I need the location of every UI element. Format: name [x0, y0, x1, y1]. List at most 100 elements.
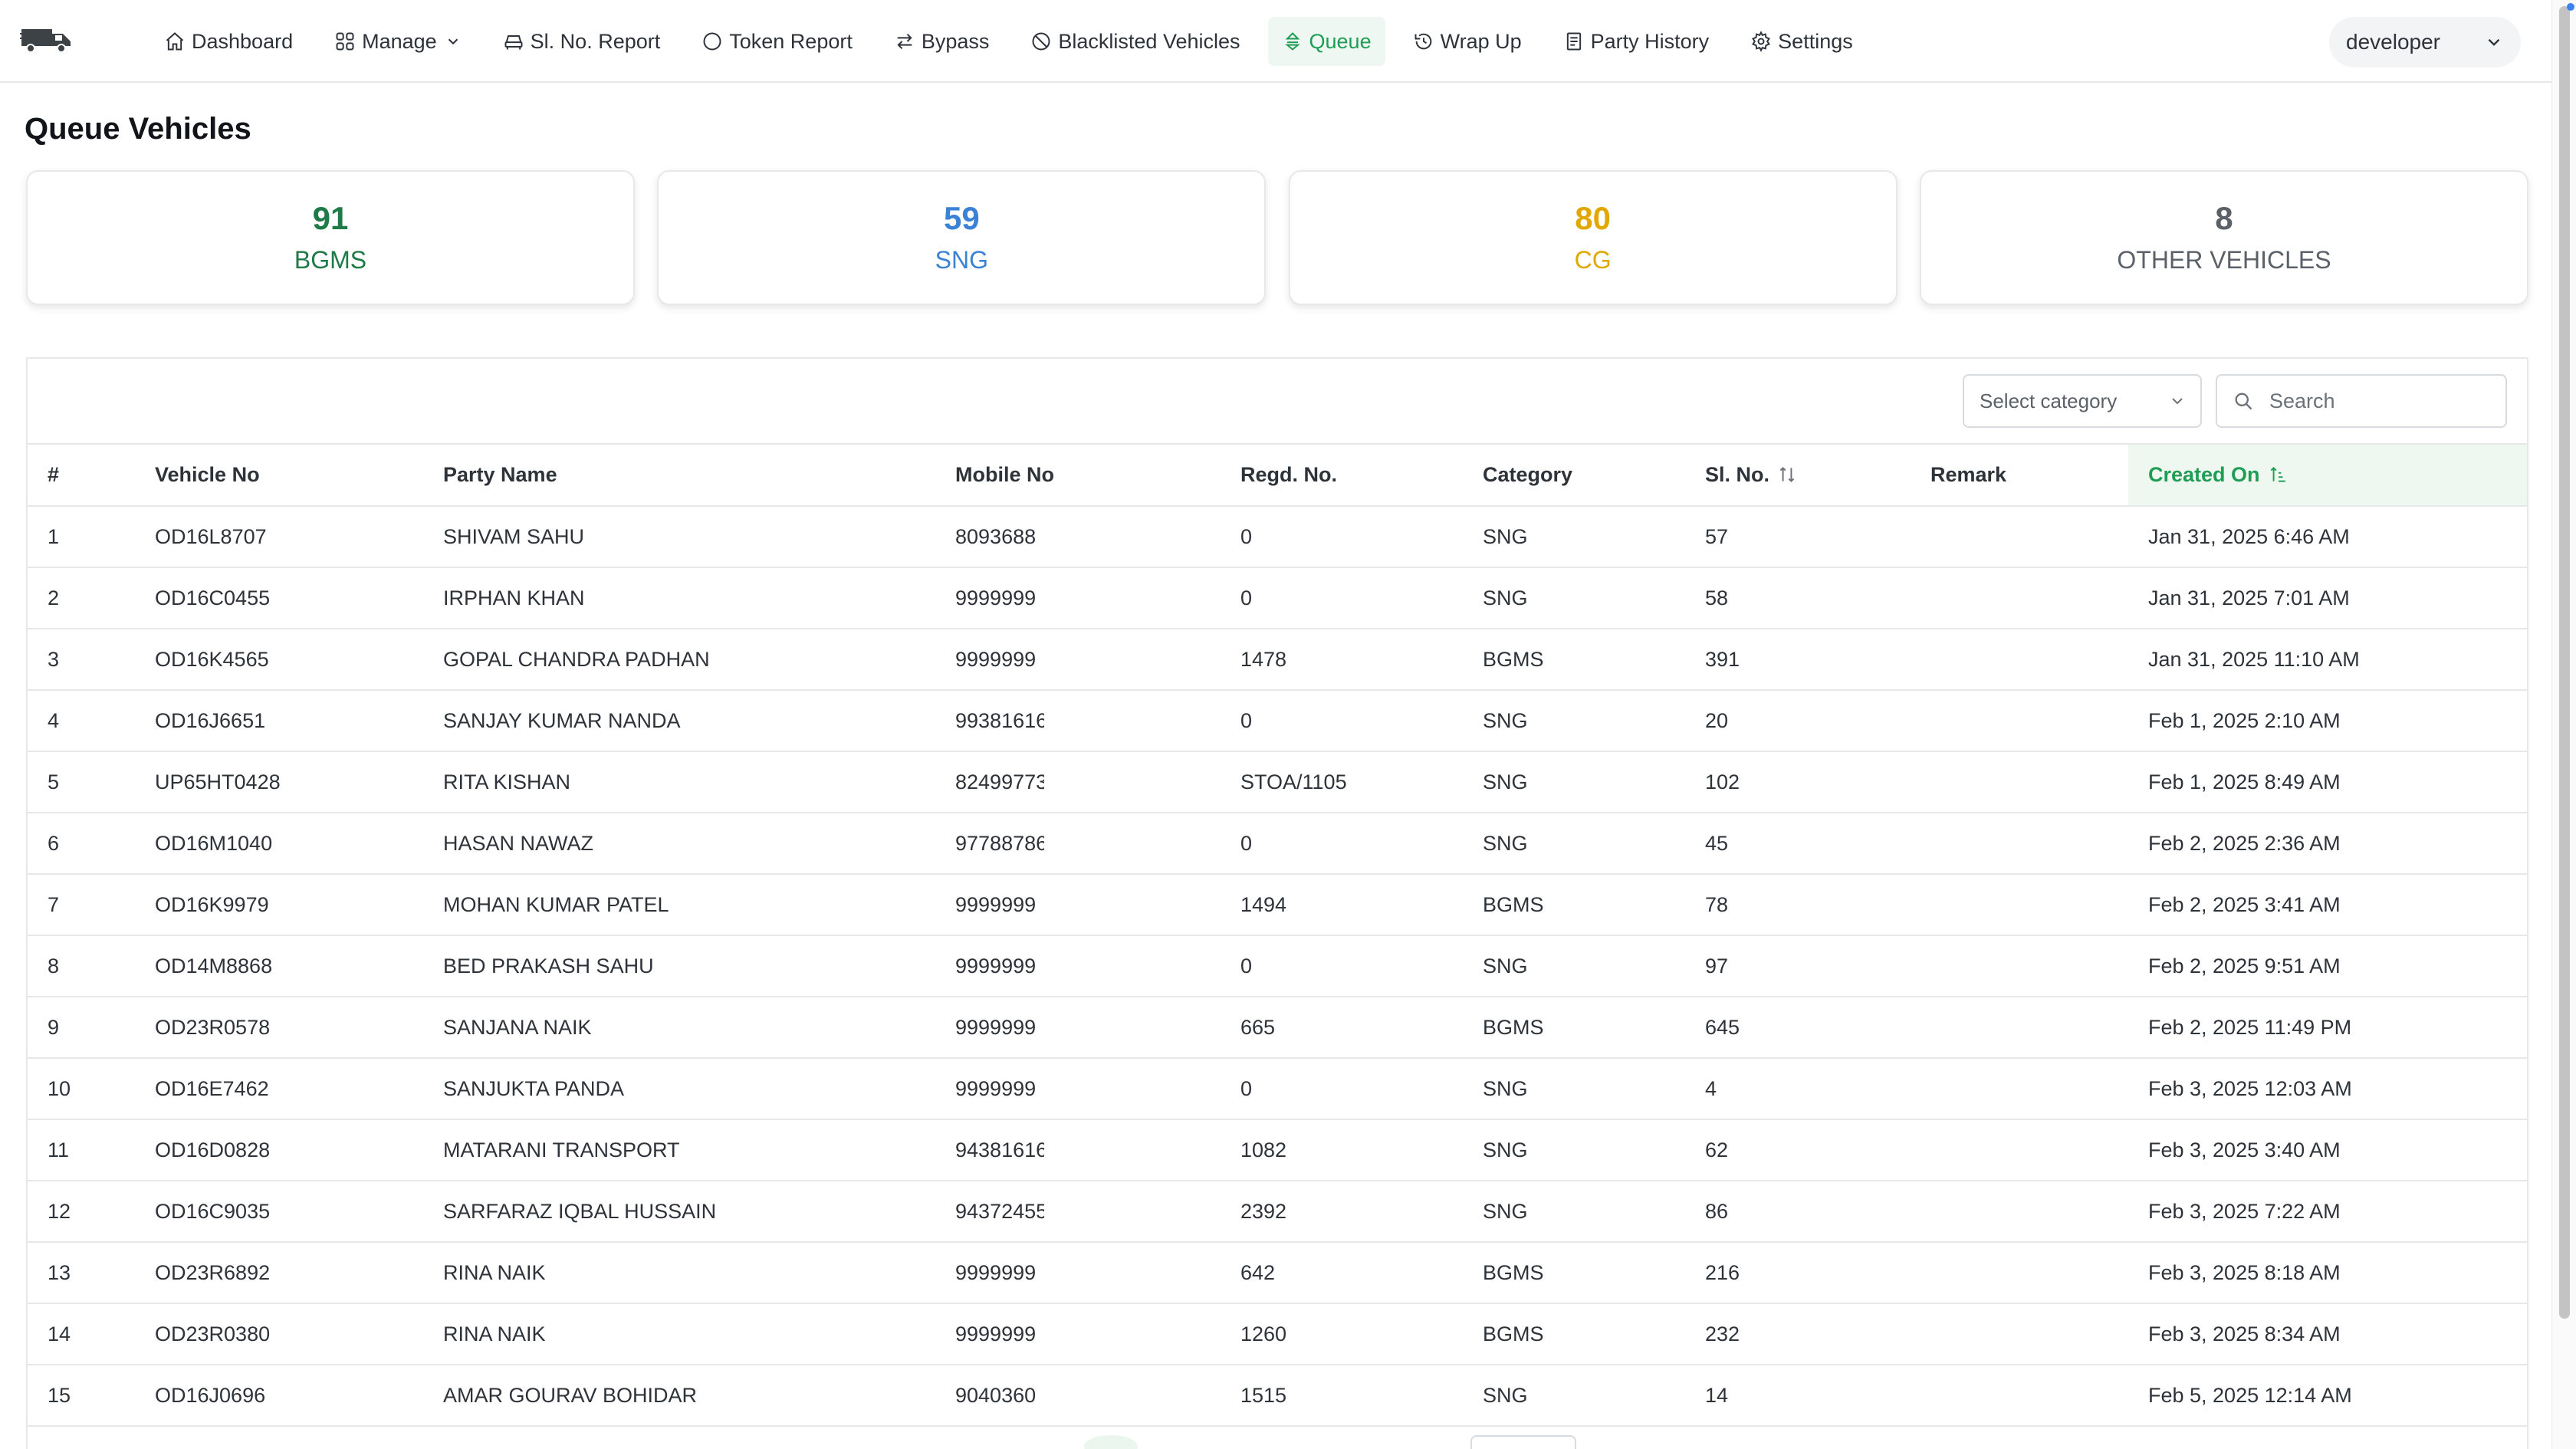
cell-vehicle-no: OD23R6892 — [155, 1242, 443, 1304]
table-row[interactable]: 9 OD23R0578 SANJANA NAIK 9999999 665 BGMS 645 F… — [28, 997, 2527, 1059]
cell-created-on: Jan 31, 2025 11:10 AM — [2128, 629, 2527, 691]
user-menu-dropdown[interactable]: developer — [2329, 17, 2521, 67]
cell-category: SNG — [1483, 751, 1705, 813]
stat-label: CG — [1574, 246, 1612, 274]
cell-created-on: Jan 31, 2025 7:01 AM — [2128, 567, 2527, 629]
truck-logo-icon[interactable] — [20, 25, 77, 55]
cell-remark — [1930, 813, 2128, 875]
cell-regd-no: 1494 — [1240, 874, 1483, 936]
table-row[interactable]: 11 OD16D0828 MATARANI TRANSPORT 94381616 108… — [28, 1119, 2527, 1181]
table-row[interactable]: 15 OD16J0696 AMAR GOURAV BOHIDAR 9040360 151… — [28, 1365, 2527, 1427]
table-row[interactable]: 1 OD16L8707 SHIVAM SAHU 8093688 0 SNG 57 Jan 31… — [28, 506, 2527, 568]
stat-card-other-vehicles[interactable]: 8 OTHER VEHICLES — [1919, 170, 2528, 305]
chevron-down-icon — [2172, 398, 2183, 405]
column-header-vehicle-no[interactable]: Vehicle No — [155, 445, 443, 507]
nav-blacklisted-vehicles[interactable]: Blacklisted Vehicles — [1017, 17, 1254, 66]
cell-index: 5 — [28, 751, 155, 813]
table-row[interactable]: 12 OD16C9035 SARFARAZ IQBAL HUSSAIN 9437245… — [28, 1181, 2527, 1243]
search-input[interactable] — [2269, 389, 2499, 413]
column-header-category[interactable]: Category — [1483, 445, 1705, 507]
cell-remark — [1930, 1119, 2128, 1181]
cell-mobile-no-text: 9999999 — [955, 1260, 1037, 1284]
column-header-sl-no[interactable]: Sl. No. — [1705, 445, 1930, 507]
nav-blacklisted-vehicles-label: Blacklisted Vehicles — [1058, 29, 1240, 53]
cell-remark — [1930, 997, 2128, 1059]
cell-regd-no: 1478 — [1240, 629, 1483, 691]
stat-card-sng[interactable]: 59 SNG — [657, 170, 1267, 305]
column-header-created-on[interactable]: Created On — [2128, 445, 2527, 507]
page-size-select[interactable] — [1470, 1435, 1576, 1449]
table-row[interactable]: 14 OD23R0380 RINA NAIK 9999999 1260 BGMS 232 Fe… — [28, 1303, 2527, 1365]
column-header-remark[interactable]: Remark — [1930, 445, 2128, 507]
cell-vehicle-no: OD16C9035 — [155, 1181, 443, 1243]
table-row[interactable]: 13 OD23R6892 RINA NAIK 9999999 642 BGMS 216 Feb… — [28, 1242, 2527, 1304]
cell-index: 11 — [28, 1119, 155, 1181]
cell-sl-no: 86 — [1705, 1181, 1930, 1243]
nav-settings[interactable]: Settings — [1737, 17, 1867, 66]
cell-created-on: Feb 2, 2025 11:49 PM — [2128, 997, 2527, 1059]
column-header-mobile-no[interactable]: Mobile No — [955, 445, 1240, 507]
search-box[interactable] — [2216, 374, 2507, 428]
table-row[interactable]: 2 OD16C0455 IRPHAN KHAN 9999999 0 SNG 58 Jan 31… — [28, 567, 2527, 629]
cell-sl-no: 57 — [1705, 506, 1930, 568]
cell-vehicle-no: OD14M8868 — [155, 935, 443, 997]
cell-mobile-no: 99381616 — [955, 690, 1240, 752]
page-scrollbar[interactable] — [2551, 0, 2576, 1449]
nav-sl-no-report[interactable]: Sl. No. Report — [489, 17, 675, 66]
table-row[interactable]: 4 OD16J6651 SANJAY KUMAR NANDA 99381616 0 SNG… — [28, 690, 2527, 752]
nav-token-report[interactable]: Token Report — [688, 17, 866, 66]
cell-regd-no: 0 — [1240, 813, 1483, 875]
cell-mobile-no: 9999999 — [955, 1242, 1240, 1304]
column-header-created-on-label: Created On — [2148, 463, 2260, 486]
cell-mobile-no: 9999999 — [955, 874, 1240, 936]
cell-created-on: Feb 5, 2025 12:14 AM — [2128, 1365, 2527, 1427]
cell-regd-no: 665 — [1240, 997, 1483, 1059]
cell-sl-no: 4 — [1705, 1058, 1930, 1120]
cell-sl-no: 62 — [1705, 1119, 1930, 1181]
nav-bypass[interactable]: Bypass — [880, 17, 1004, 66]
table-row[interactable]: 5 UP65HT0428 RITA KISHAN 82499773 STOA/1105 S… — [28, 751, 2527, 813]
cell-category: SNG — [1483, 1119, 1705, 1181]
table-row[interactable]: 7 OD16K9979 MOHAN KUMAR PATEL 9999999 1494 BG… — [28, 874, 2527, 936]
cell-category: SNG — [1483, 1058, 1705, 1120]
nav-dashboard[interactable]: Dashboard — [150, 17, 307, 66]
nav-wrap-up[interactable]: Wrap Up — [1399, 17, 1536, 66]
cell-sl-no: 45 — [1705, 813, 1930, 875]
grid-icon — [336, 32, 354, 51]
stat-card-bgms[interactable]: 91 BGMS — [26, 170, 635, 305]
cell-sl-no: 58 — [1705, 567, 1930, 629]
column-header-party-name[interactable]: Party Name — [443, 445, 955, 507]
cell-created-on: Jan 31, 2025 6:46 AM — [2128, 506, 2527, 568]
cell-created-on: Feb 3, 2025 7:22 AM — [2128, 1181, 2527, 1243]
nav-wrap-up-label: Wrap Up — [1440, 29, 1522, 53]
cell-index: 15 — [28, 1365, 155, 1427]
sort-icon[interactable] — [1777, 465, 1797, 485]
pagination-active-page[interactable] — [1084, 1435, 1138, 1449]
cell-mobile-no-text: 8093688 — [955, 524, 1037, 548]
table-row[interactable]: 6 OD16M1040 HASAN NAWAZ 97788786 0 SNG 45 Feb 2… — [28, 813, 2527, 875]
nav-token-report-label: Token Report — [729, 29, 853, 53]
sort-ascending-icon[interactable] — [2268, 465, 2288, 485]
stat-card-cg[interactable]: 80 CG — [1288, 170, 1898, 305]
category-select[interactable]: Select category — [1963, 374, 2202, 428]
car-icon — [504, 35, 523, 50]
table-row[interactable]: 8 OD14M8868 BED PRAKASH SAHU 9999999 0 SNG 97 F… — [28, 935, 2527, 997]
queue-icon — [1284, 32, 1300, 51]
column-header-regd-no[interactable]: Regd. No. — [1240, 445, 1483, 507]
cell-created-on: Feb 3, 2025 12:03 AM — [2128, 1058, 2527, 1120]
nav-manage[interactable]: Manage — [320, 17, 475, 66]
cell-party-name: BED PRAKASH SAHU — [443, 935, 955, 997]
scrollbar-thumb[interactable] — [2559, 6, 2570, 1319]
ban-icon — [1032, 32, 1050, 51]
table-toolbar: Select category — [28, 359, 2527, 445]
nav-queue[interactable]: Queue — [1267, 17, 1385, 66]
cell-mobile-no-text: 82499773 — [955, 770, 1044, 794]
table-row[interactable]: 10 OD16E7462 SANJUKTA PANDA 9999999 0 SNG 4 Feb… — [28, 1058, 2527, 1120]
table-row[interactable]: 3 OD16K4565 GOPAL CHANDRA PADHAN 9999999 147… — [28, 629, 2527, 691]
cell-category: SNG — [1483, 690, 1705, 752]
cell-regd-no: 642 — [1240, 1242, 1483, 1304]
nav-party-history[interactable]: Party History — [1549, 17, 1723, 66]
swap-icon — [897, 33, 912, 50]
cell-mobile-no-text: 97788786 — [955, 831, 1044, 855]
nav-queue-label: Queue — [1309, 29, 1372, 53]
